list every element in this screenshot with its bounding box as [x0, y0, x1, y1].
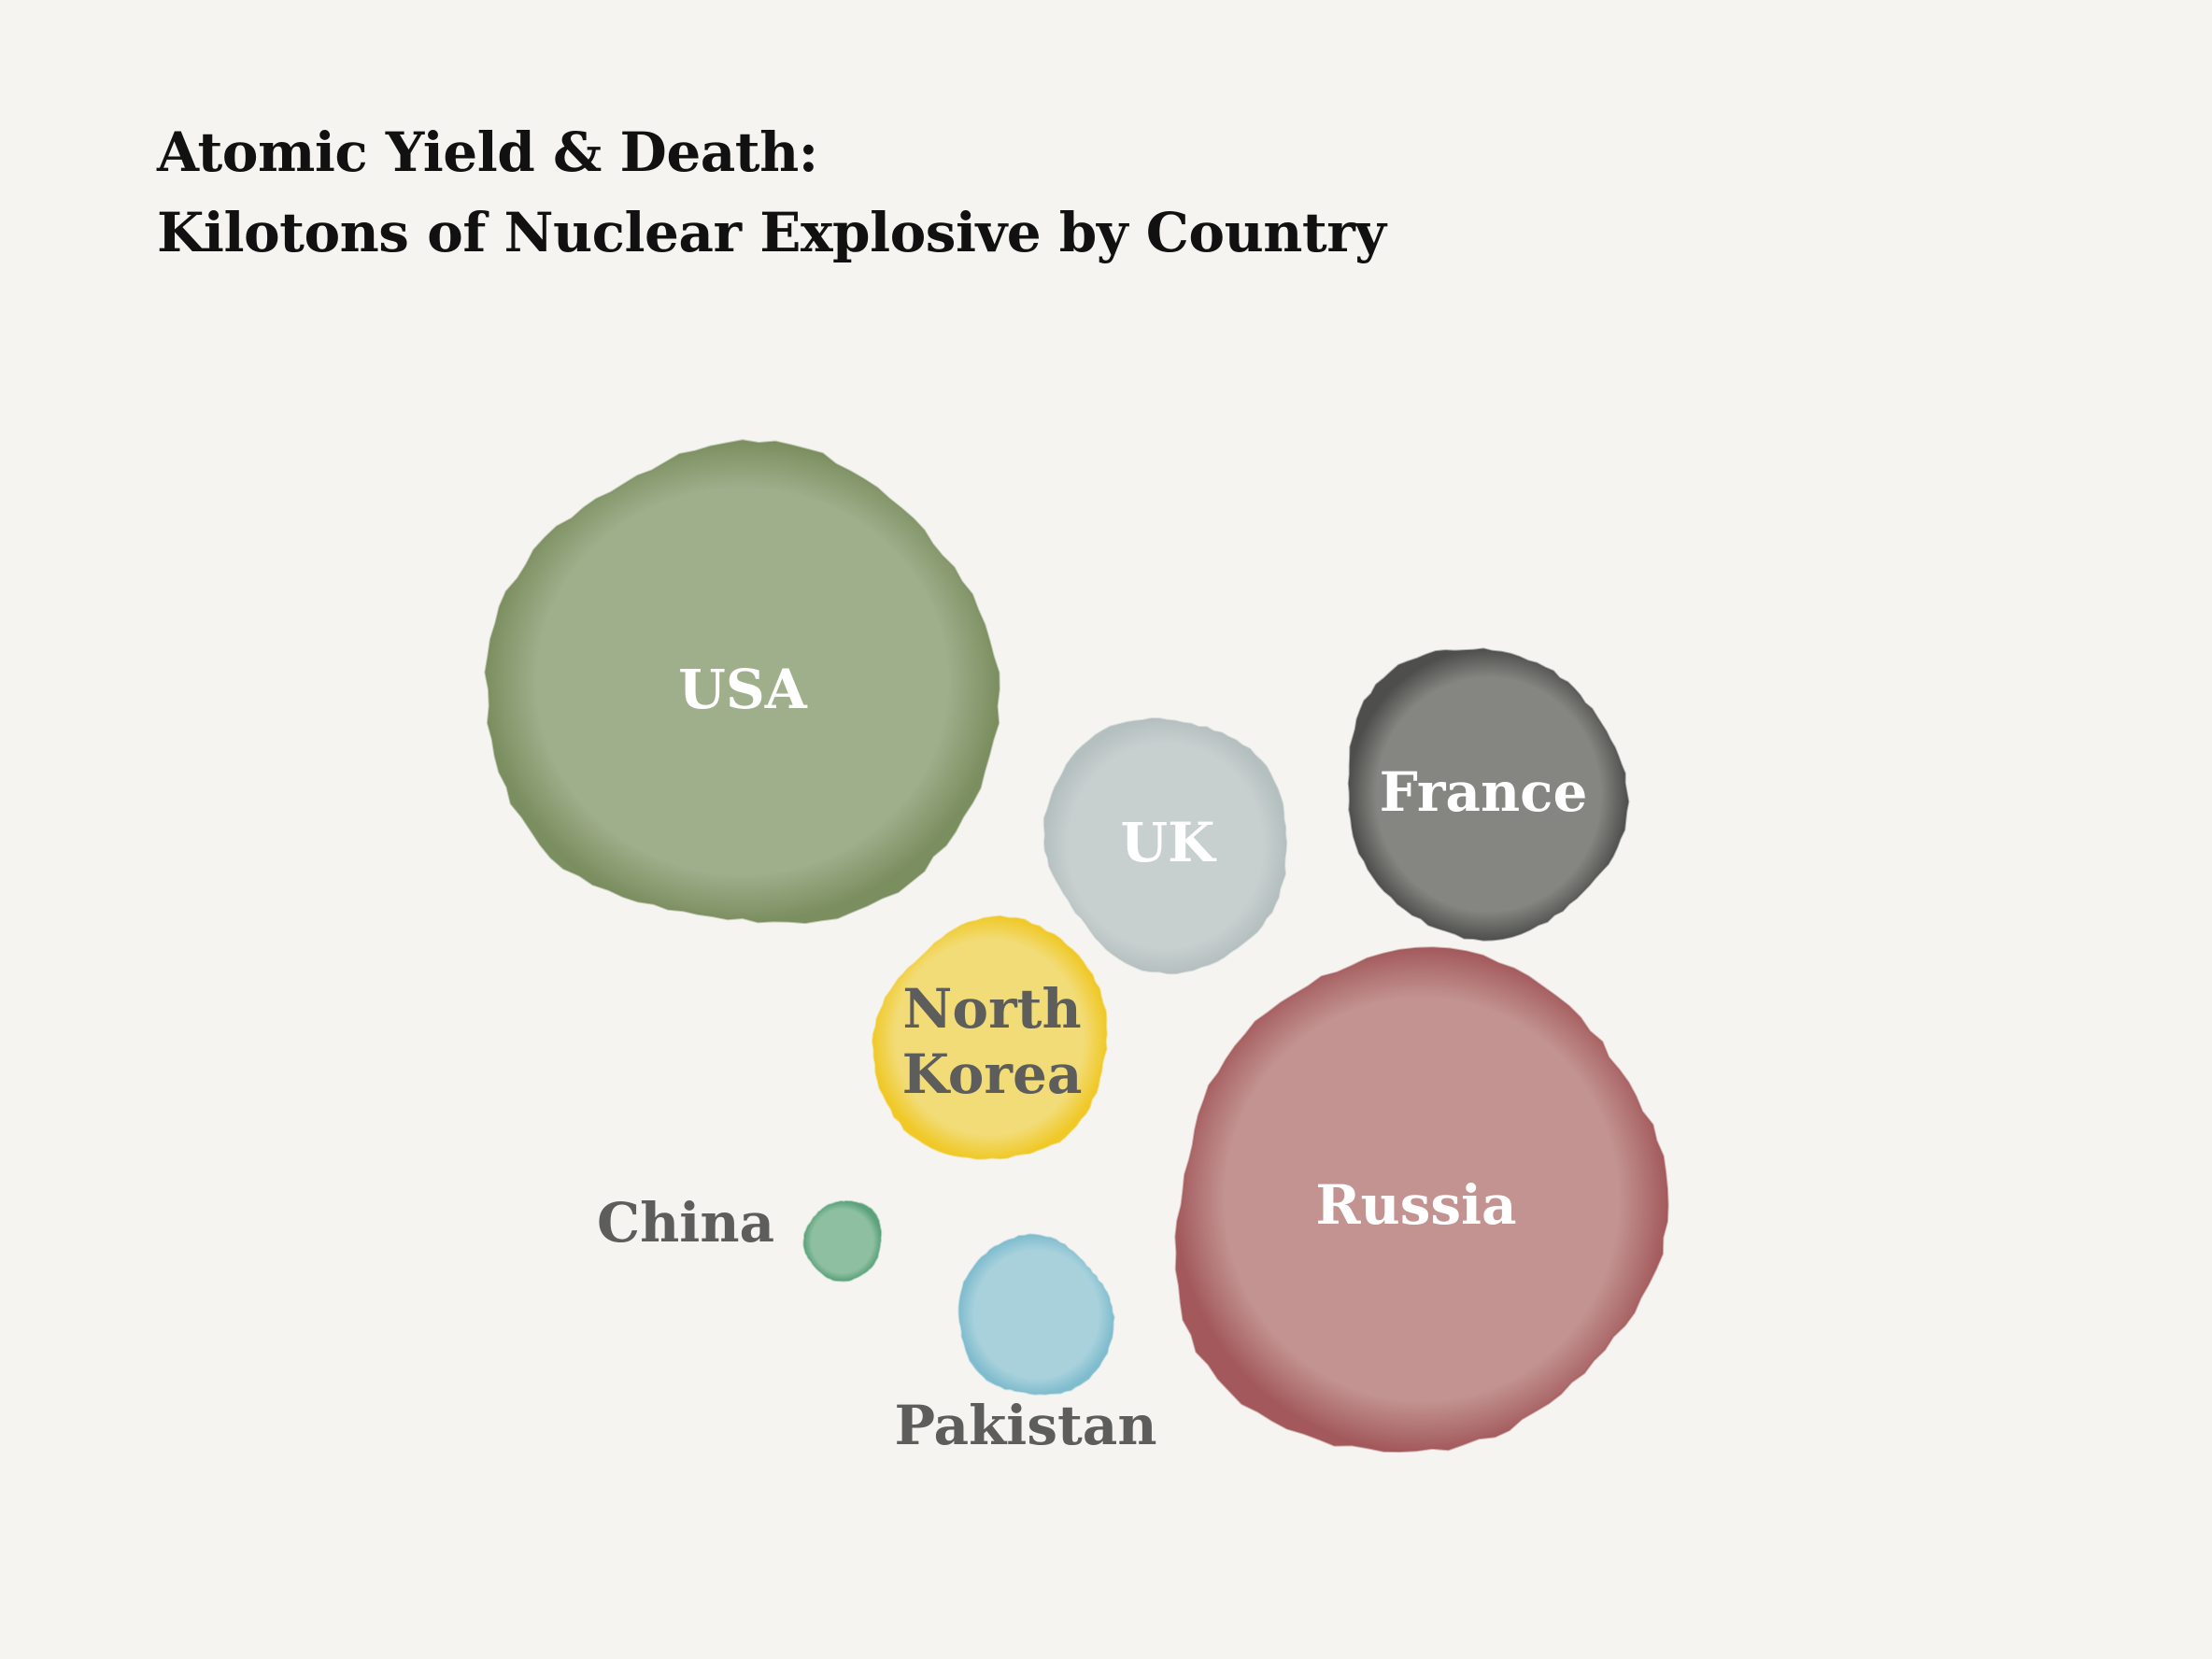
bubble-russia: Russia [1174, 946, 1669, 1453]
bubble-france: France [1347, 647, 1630, 942]
chart-title-line-1: Atomic Yield & Death: [157, 121, 818, 184]
bubble-label-uk: UK [1121, 811, 1218, 874]
bubble-mark-usa [484, 439, 1000, 925]
bubble-label-pakistan: Pakistan [894, 1394, 1156, 1457]
chart-title: Atomic Yield & Death: Kilotons of Nuclea… [157, 112, 1386, 273]
bubble-china: China [597, 1191, 883, 1283]
bubble-label-france: France [1380, 760, 1588, 824]
bubble-mark-france [1347, 647, 1630, 942]
bubble-uk: UK [1042, 716, 1288, 975]
bubble-label-china: China [597, 1191, 774, 1255]
bubble-pakistan: Pakistan [894, 1233, 1157, 1457]
bubble-mark-uk [1042, 716, 1288, 975]
bubble-label-russia: Russia [1315, 1173, 1516, 1237]
bubble-mark-china [802, 1199, 883, 1283]
bubble-mark-pakistan [957, 1233, 1115, 1396]
bubble-mark-russia [1174, 946, 1669, 1453]
bubble-label-usa: USA [678, 658, 807, 721]
bubble-usa: USA [484, 439, 1000, 925]
bubble-label-north-korea-line-2: Korea [902, 1042, 1083, 1106]
bubble-mark-north-korea [871, 915, 1108, 1160]
chart-title-line-2: Kilotons of Nuclear Explosive by Country [157, 201, 1386, 264]
bubble-label-north-korea-line-1: North [902, 977, 1081, 1041]
